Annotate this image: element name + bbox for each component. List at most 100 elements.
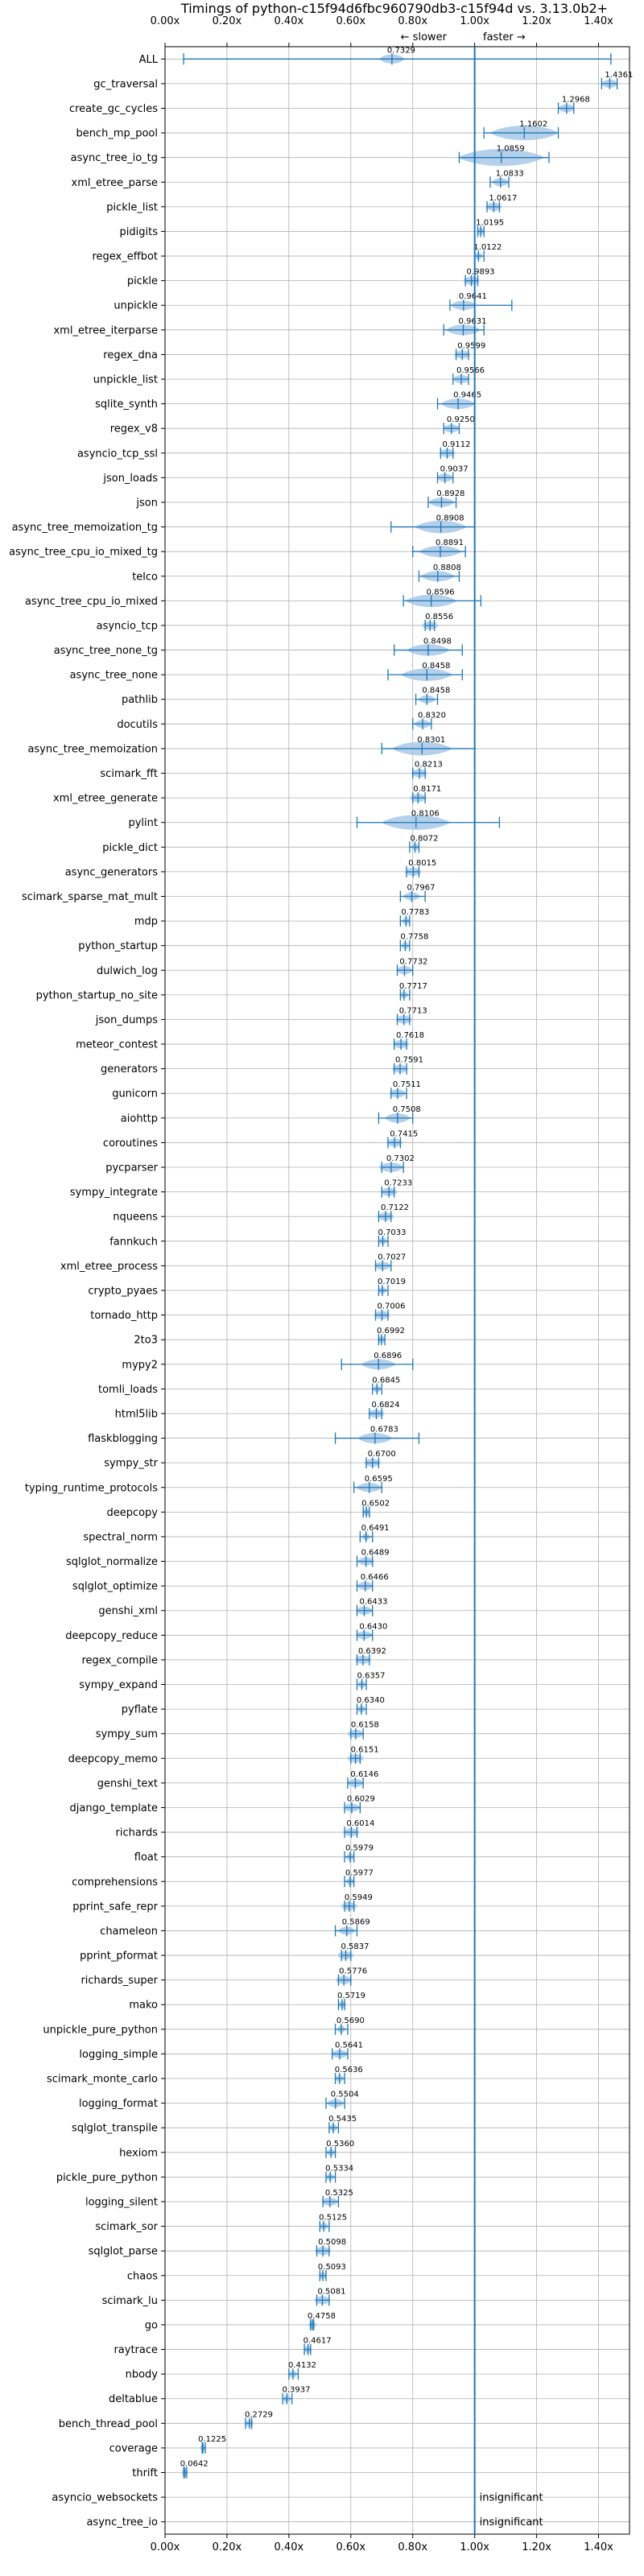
category-label: pycparser (105, 1162, 158, 1174)
category-label: 2to3 (134, 1335, 158, 1347)
category-label: richards_super (80, 1975, 158, 1987)
value-label: 0.5636 (335, 2066, 363, 2074)
value-label: 0.6430 (359, 1622, 387, 1631)
category-label: xml_etree_parse (72, 177, 158, 189)
category-label: pathlib (122, 694, 158, 706)
category-label: coroutines (103, 1137, 158, 1150)
value-label: 0.6392 (358, 1647, 386, 1656)
value-label: 0.5098 (318, 2238, 346, 2247)
direction-labels: ← slower faster → (401, 31, 526, 43)
value-label: 0.7329 (387, 46, 415, 55)
insignificant-label: insignificant (480, 2516, 543, 2529)
benchmark-labels: ALL gc_traversal create_gc_cycles bench_mp_… (9, 54, 165, 2529)
category-label: scimark_lu (102, 2295, 158, 2307)
top-tick-label: 0.60x (336, 15, 365, 27)
category-label: pickle_pure_python (56, 2172, 158, 2184)
category-label: sympy_str (104, 1458, 158, 1470)
category-label: asyncio_tcp_ssl (77, 448, 158, 460)
category-label: tomli_loads (98, 1384, 158, 1396)
value-label: 0.5504 (331, 2091, 359, 2099)
category-label: python_startup (78, 940, 158, 952)
value-label: 0.8106 (411, 810, 440, 819)
bottom-tick-label: 0.40x (275, 2541, 304, 2553)
value-label: 0.9631 (458, 317, 486, 326)
value-label: 0.3937 (282, 2386, 310, 2395)
category-label: async_tree_cpu_io_mixed (25, 596, 158, 608)
value-label: 0.6357 (357, 1672, 386, 1681)
value-label: 0.5093 (318, 2263, 346, 2272)
value-label: 0.7019 (378, 1278, 406, 1286)
value-label: 0.5690 (336, 2017, 365, 2025)
value-label: 0.2729 (245, 2410, 273, 2419)
value-label: 0.6029 (347, 1794, 375, 1803)
category-label: thrift (132, 2467, 158, 2479)
value-label: 0.7033 (378, 1228, 407, 1237)
value-label: 0.7027 (378, 1253, 406, 1261)
slower-label: ← slower (401, 31, 448, 43)
value-label: 0.5125 (319, 2214, 347, 2223)
category-label: sympy_integrate (70, 1187, 158, 1199)
category-label: gunicorn (112, 1088, 158, 1100)
category-label: telco (132, 571, 158, 583)
category-label: async_tree_memoization (27, 743, 158, 755)
category-label: docutils (117, 719, 158, 731)
bottom-tick-label: 0.20x (213, 2541, 242, 2553)
top-tick-label: 1.20x (522, 15, 551, 27)
category-label: unpickle_list (93, 374, 158, 386)
category-label: asyncio_tcp (97, 620, 158, 632)
value-label: 0.6491 (361, 1524, 390, 1533)
category-label: comprehensions (72, 1876, 158, 1889)
value-label: 0.8498 (423, 638, 452, 646)
category-label: gc_traversal (93, 78, 158, 90)
category-label: pickle (127, 275, 158, 287)
category-label: regex_dna (103, 349, 158, 361)
category-label: async_tree_io (86, 2516, 158, 2529)
value-label: 0.9250 (447, 415, 475, 424)
category-label: django_template (70, 1802, 158, 1814)
value-label: 0.9599 (457, 341, 485, 350)
bottom-tick-label: 1.40x (584, 2541, 613, 2553)
bottom-tick-label: 1.20x (522, 2541, 551, 2553)
value-label: 0.6014 (346, 1819, 374, 1828)
plot-frame (164, 46, 630, 2535)
category-label: deltablue (109, 2393, 158, 2405)
bottom-tick-label: 0.60x (336, 2541, 365, 2553)
insignificant-label: insignificant (480, 2492, 543, 2504)
value-label: 0.8320 (418, 711, 446, 720)
value-label: 0.8908 (436, 514, 464, 523)
faster-label: faster → (483, 31, 526, 43)
value-label: 0.5979 (345, 1844, 374, 1853)
category-label: bench_thread_pool (59, 2418, 158, 2430)
value-label: 1.1602 (519, 120, 547, 129)
category-label: aiohttp (121, 1113, 158, 1125)
value-label: 0.6824 (371, 1401, 399, 1410)
category-label: flaskblogging (88, 1433, 158, 1445)
category-label: xml_etree_generate (53, 793, 158, 805)
category-label: sympy_sum (96, 1728, 158, 1740)
category-label: regex_compile (81, 1654, 158, 1666)
value-label: 0.8458 (422, 662, 450, 671)
bottom-tick-label: 0.00x (151, 2541, 180, 2553)
value-label: 0.6489 (361, 1549, 390, 1558)
category-label: unpickle (114, 300, 158, 312)
category-label: xml_etree_process (60, 1261, 158, 1273)
category-label: nqueens (113, 1212, 158, 1224)
category-label: pylint (128, 817, 158, 829)
category-label: html5lib (115, 1408, 158, 1420)
category-label: tornado_http (90, 1310, 158, 1322)
category-label: create_gc_cycles (69, 103, 158, 115)
value-label: 0.8458 (422, 687, 450, 696)
category-label: pprint_safe_repr (72, 1901, 158, 1913)
category-label: mako (129, 2000, 158, 2012)
category-label: async_generators (65, 866, 159, 878)
category-label: sqlglot_transpile (72, 2123, 158, 2135)
bottom-tick-label: 1.00x (460, 2541, 489, 2553)
value-label: 0.5081 (317, 2287, 345, 2296)
bottom-tick-label: 0.80x (398, 2541, 427, 2553)
value-label: 0.7618 (396, 1031, 424, 1040)
category-label: async_tree_none (70, 670, 158, 682)
value-label: 0.8808 (433, 564, 461, 572)
value-label: 0.5949 (345, 1893, 373, 1902)
value-label: 0.6783 (370, 1426, 398, 1435)
bottom-axis-ticks: 0.00x 0.20x 0.40x 0.60x 0.80x 1.00x 1.20x 1.40x (151, 2534, 613, 2553)
